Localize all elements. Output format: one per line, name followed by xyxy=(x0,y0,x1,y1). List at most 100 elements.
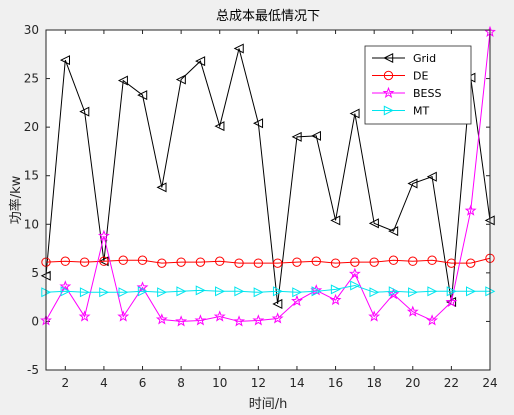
x-tick-label: 2 xyxy=(61,376,69,390)
legend-item-mt: MT xyxy=(372,105,429,118)
legend-label: Grid xyxy=(413,52,436,65)
data-point-mt xyxy=(427,286,438,297)
data-point-bess xyxy=(252,314,265,326)
legend-item-de: DE xyxy=(372,70,428,83)
data-point-grid xyxy=(310,130,321,141)
data-point-mt xyxy=(330,284,341,295)
data-point-mt xyxy=(215,286,226,297)
series-line-bess xyxy=(45,31,491,322)
y-axis-label: 功率/kw xyxy=(8,175,24,224)
data-point-bess xyxy=(406,305,419,317)
series-de xyxy=(41,253,495,268)
data-point-grid xyxy=(59,55,71,66)
data-point-bess xyxy=(348,267,361,279)
data-point-grid xyxy=(175,74,186,85)
data-point-de xyxy=(427,255,437,265)
data-point-bess xyxy=(155,313,168,325)
chart-title: 总成本最低情况下 xyxy=(216,9,320,24)
data-point-grid xyxy=(233,43,244,54)
data-point-grid xyxy=(388,226,399,237)
data-point-de xyxy=(408,256,418,266)
data-point-de xyxy=(253,258,264,268)
x-axis-label: 时间/h xyxy=(249,397,288,412)
data-point-bess xyxy=(194,314,207,326)
data-point-mt xyxy=(137,286,148,297)
data-point-de xyxy=(465,258,476,268)
data-point-grid xyxy=(426,171,437,182)
y-tick-label: 25 xyxy=(24,72,39,86)
data-point-bess xyxy=(97,229,110,241)
data-point-bess xyxy=(310,284,323,296)
data-point-de xyxy=(388,255,399,265)
legend-label: BESS xyxy=(413,87,441,100)
data-point-bess xyxy=(78,310,91,322)
data-point-bess xyxy=(368,310,381,322)
data-point-mt xyxy=(60,286,71,297)
data-point-grid xyxy=(291,131,302,142)
data-point-grid xyxy=(330,215,341,226)
x-tick-label: 10 xyxy=(212,376,227,390)
legend-marker xyxy=(383,52,394,64)
data-point-de xyxy=(369,257,379,267)
data-point-grid xyxy=(214,121,225,132)
data-point-de xyxy=(79,257,90,267)
x-tick-label: 12 xyxy=(251,376,266,390)
data-point-mt xyxy=(253,287,264,298)
data-point-mt xyxy=(176,286,187,297)
data-point-de xyxy=(60,256,71,266)
data-point-mt xyxy=(118,287,129,298)
data-point-de xyxy=(176,257,186,267)
data-point-de xyxy=(350,257,360,267)
legend-label: DE xyxy=(413,70,428,83)
data-point-grid xyxy=(368,218,379,229)
data-point-bess xyxy=(445,295,458,308)
legend-item-bess: BESS xyxy=(372,86,441,100)
data-point-grid xyxy=(272,298,283,309)
series-line-de xyxy=(45,257,491,264)
legend-marker xyxy=(382,86,395,99)
y-tick-label: 30 xyxy=(24,23,39,37)
data-point-bess xyxy=(291,294,303,307)
data-point-bess xyxy=(464,204,477,216)
series-bess xyxy=(40,25,496,327)
data-point-de xyxy=(234,258,244,268)
data-point-de xyxy=(330,258,341,268)
y-tick-label: 15 xyxy=(24,169,39,183)
data-point-bess xyxy=(117,310,130,322)
data-point-mt xyxy=(272,286,283,297)
data-point-mt xyxy=(79,287,90,298)
x-tick-label: 16 xyxy=(328,376,343,390)
data-point-bess xyxy=(59,280,72,292)
data-point-mt xyxy=(408,287,419,298)
data-point-mt xyxy=(446,286,457,297)
data-point-de xyxy=(118,255,128,265)
data-point-grid xyxy=(349,108,360,119)
data-point-bess xyxy=(213,310,226,322)
x-tick-label: 4 xyxy=(100,376,108,390)
y-tick-label: 0 xyxy=(31,314,39,328)
data-point-bess xyxy=(175,315,188,327)
data-point-bess xyxy=(271,312,284,324)
data-point-de xyxy=(195,257,206,267)
x-tick-label: 24 xyxy=(482,376,497,390)
data-point-grid xyxy=(253,118,264,129)
data-point-de xyxy=(157,258,167,268)
data-point-de xyxy=(215,256,225,266)
data-point-bess xyxy=(387,288,400,300)
x-tick-label: 18 xyxy=(367,376,382,390)
data-point-grid xyxy=(195,56,206,67)
data-point-mt xyxy=(157,287,168,298)
data-point-mt xyxy=(369,287,380,298)
plot-border xyxy=(45,29,491,371)
y-tick-label: 5 xyxy=(31,266,39,280)
data-point-mt xyxy=(99,287,110,298)
x-tick-label: 8 xyxy=(177,376,185,390)
data-point-grid xyxy=(156,182,167,193)
data-point-mt xyxy=(465,286,477,297)
data-point-mt xyxy=(292,287,303,298)
x-tick-label: 6 xyxy=(139,376,147,390)
data-point-grid xyxy=(117,75,128,86)
y-tick-label: 20 xyxy=(24,120,39,134)
data-point-de xyxy=(446,258,457,268)
